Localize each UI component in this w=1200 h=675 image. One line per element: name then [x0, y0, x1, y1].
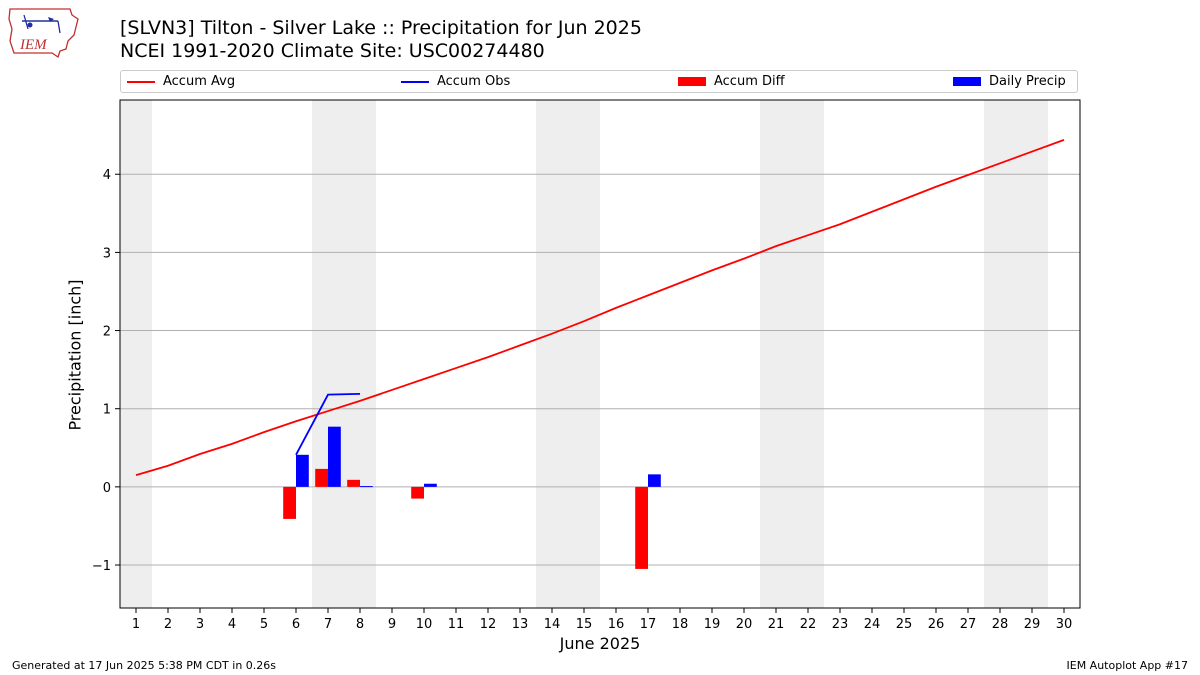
- x-tick-label-25: 25: [896, 617, 913, 632]
- bar-daily-precip-day-7: [328, 426, 341, 487]
- legend-item-accum-avg: Accum Avg: [127, 71, 235, 92]
- legend-label-accum-obs: Accum Obs: [437, 74, 511, 89]
- logo-text: IEM: [19, 37, 48, 53]
- x-tick-label-18: 18: [672, 617, 689, 632]
- bar-accum-diff-day-10: [411, 486, 424, 499]
- line-accum-obs: [295, 392, 361, 456]
- legend-item-accum-diff: Accum Diff: [678, 71, 785, 92]
- bar-daily-precip-day-17: [648, 474, 661, 487]
- y-tick-label-4: 4: [103, 168, 111, 183]
- x-tick-label-30: 30: [1056, 617, 1073, 632]
- chart-title: [SLVN3] Tilton - Silver Lake :: Precipit…: [120, 17, 642, 39]
- x-tick-label-11: 11: [448, 617, 465, 632]
- y-tick-label--1: −1: [92, 559, 111, 574]
- bar-accum-diff-day-6: [283, 486, 296, 519]
- x-tick-label-5: 5: [260, 617, 268, 632]
- y-tick-label-0: 0: [103, 481, 111, 496]
- x-tick-label-27: 27: [960, 617, 977, 632]
- x-tick-label-6: 6: [292, 617, 300, 632]
- legend-label-accum-diff: Accum Diff: [714, 74, 785, 89]
- x-tick-label-19: 19: [704, 617, 721, 632]
- legend-swatch-accum-avg: [127, 80, 155, 83]
- x-tick-label-12: 12: [480, 617, 497, 632]
- x-tick-label-15: 15: [576, 617, 593, 632]
- x-tick-label-26: 26: [928, 617, 945, 632]
- weekend-shade-14: [536, 100, 568, 608]
- x-tick-label-2: 2: [164, 617, 172, 632]
- bar-accum-diff-day-8: [347, 479, 360, 487]
- x-tick-label-10: 10: [416, 617, 433, 632]
- weekend-shade-29: [1016, 100, 1048, 608]
- bar-daily-precip-day-6: [296, 454, 309, 487]
- x-tick-label-16: 16: [608, 617, 625, 632]
- x-tick-label-29: 29: [1024, 617, 1041, 632]
- y-tick-label-3: 3: [103, 246, 111, 261]
- legend-item-daily-precip: Daily Precip: [953, 71, 1066, 92]
- x-tick-label-22: 22: [800, 617, 817, 632]
- x-tick-label-24: 24: [864, 617, 881, 632]
- weekend-shade-7: [312, 100, 344, 608]
- x-axis-label: June 2025: [559, 634, 641, 653]
- legend-item-accum-obs: Accum Obs: [401, 71, 510, 92]
- y-tick-label-2: 2: [103, 325, 111, 340]
- weekend-shade-15: [568, 100, 600, 608]
- x-tick-label-13: 13: [512, 617, 529, 632]
- legend-swatch-daily-precip: [953, 77, 981, 86]
- bar-accum-diff-day-7: [315, 468, 328, 487]
- iem-logo: IEM: [8, 8, 79, 59]
- weekend-shade-8: [344, 100, 376, 608]
- weekend-shade-22: [792, 100, 824, 608]
- y-axis-label: Precipitation [inch]: [65, 279, 85, 431]
- chart-legend: Accum Avg Accum Obs Accum Diff Daily Pre…: [120, 70, 1078, 93]
- weekend-shade-21: [760, 100, 792, 608]
- legend-label-accum-avg: Accum Avg: [163, 74, 236, 89]
- weekend-shade-1: [120, 100, 152, 608]
- chart-subtitle: NCEI 1991-2020 Climate Site: USC00274480: [120, 40, 545, 62]
- x-tick-label-20: 20: [736, 617, 753, 632]
- x-tick-label-8: 8: [356, 617, 364, 632]
- x-tick-label-1: 1: [132, 617, 140, 632]
- x-tick-label-17: 17: [640, 617, 657, 632]
- line-accum-avg: [135, 139, 1065, 477]
- bar-daily-precip-day-8: [360, 486, 373, 488]
- bar-daily-precip-day-10: [424, 483, 437, 487]
- app-credit: IEM Autoplot App #17: [1066, 659, 1189, 672]
- x-tick-label-9: 9: [388, 617, 396, 632]
- x-tick-label-23: 23: [832, 617, 849, 632]
- x-tick-label-4: 4: [228, 617, 236, 632]
- x-tick-label-21: 21: [768, 617, 785, 632]
- legend-label-daily-precip: Daily Precip: [989, 74, 1066, 89]
- legend-swatch-accum-obs: [401, 80, 429, 83]
- generated-timestamp: Generated at 17 Jun 2025 5:38 PM CDT in …: [12, 659, 277, 672]
- y-tick-label-1: 1: [103, 403, 111, 418]
- x-tick-label-14: 14: [544, 617, 561, 632]
- bar-accum-diff-day-17: [635, 486, 648, 569]
- x-tick-label-7: 7: [324, 617, 332, 632]
- x-tick-label-28: 28: [992, 617, 1009, 632]
- x-tick-label-3: 3: [196, 617, 204, 632]
- plot-frame: [119, 99, 1081, 609]
- legend-swatch-accum-diff: [678, 77, 706, 86]
- weekend-shade-28: [984, 100, 1016, 608]
